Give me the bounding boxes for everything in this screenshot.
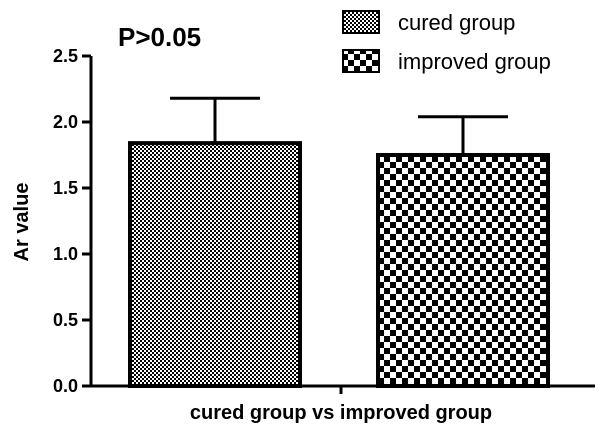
y-tick-label-1: 0.5 [53,310,78,330]
legend-label-cured: cured group [398,10,515,35]
x-axis-title: cured group vs improved group [190,402,492,424]
y-tick-label-2: 1.0 [53,244,78,264]
p-value-annotation: P>0.05 [118,22,201,52]
plot-area: 0.0 0.5 1.0 1.5 2.0 2.5 [53,46,595,396]
legend-swatch-cured [342,10,380,34]
y-tick-label-3: 1.5 [53,178,78,198]
y-axis-title: Ar value [11,183,33,262]
legend: cured group improved group [342,10,551,74]
y-tick-label-4: 2.0 [53,112,78,132]
bar-improved-group [376,153,550,388]
legend-swatch-improved [342,49,380,73]
bar-cured-group [128,141,302,388]
y-tick-label-0: 0.0 [53,376,78,396]
y-tick-label-5: 2.5 [53,46,78,66]
legend-label-improved: improved group [398,49,551,74]
